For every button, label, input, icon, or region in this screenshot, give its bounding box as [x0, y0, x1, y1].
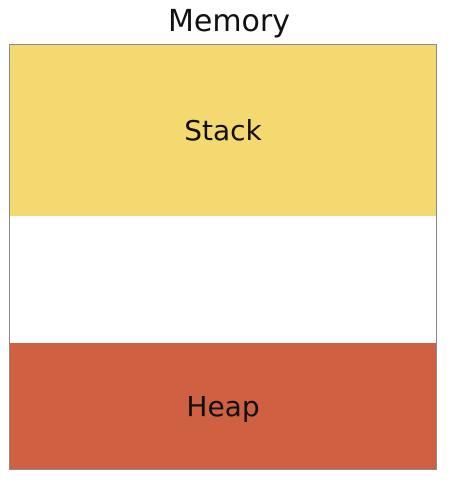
heap-label: Heap [186, 389, 260, 423]
free-space-region [10, 216, 436, 343]
diagram-title: Memory [167, 4, 290, 39]
stack-label: Stack [184, 114, 262, 147]
stack-region: Stack [10, 45, 436, 216]
memory-block: Stack Heap [9, 44, 437, 470]
heap-region: Heap [10, 343, 436, 469]
